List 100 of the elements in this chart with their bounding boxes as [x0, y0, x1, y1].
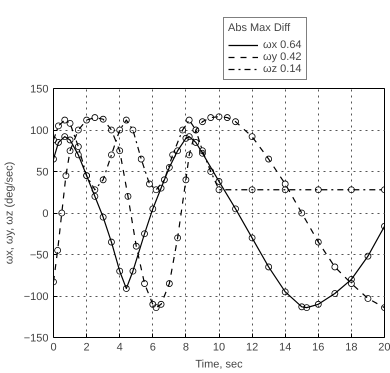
point [91, 114, 98, 121]
point [182, 134, 190, 142]
point [182, 176, 190, 184]
y-tick-label: 50 [36, 166, 49, 178]
point [61, 116, 68, 124]
point [216, 186, 222, 194]
point [174, 147, 182, 154]
point [74, 143, 82, 150]
point [199, 147, 206, 154]
point [160, 176, 168, 184]
point [55, 122, 62, 130]
point [108, 152, 115, 158]
point [192, 139, 200, 146]
point [166, 164, 173, 171]
point [158, 184, 164, 192]
point [124, 193, 132, 200]
point [152, 304, 160, 312]
point [130, 268, 136, 274]
point [152, 186, 160, 194]
legend-label: ωz 0.14 [263, 63, 302, 75]
point [265, 264, 272, 270]
point [108, 238, 115, 246]
y-tick-label: 150 [30, 84, 49, 96]
point [186, 152, 193, 158]
point [232, 205, 239, 212]
point [174, 234, 182, 242]
point [248, 133, 256, 140]
point [55, 139, 62, 146]
point [141, 280, 148, 287]
point [216, 178, 222, 185]
point [282, 288, 289, 296]
point [314, 186, 322, 194]
x-axis-title: Time, sec [195, 358, 244, 370]
point [66, 120, 74, 127]
point [130, 126, 136, 134]
point [100, 116, 107, 123]
point [58, 210, 66, 216]
x-tick-label: 16 [312, 342, 324, 354]
point [298, 210, 306, 216]
point [186, 116, 193, 124]
point [74, 152, 82, 158]
point [100, 214, 107, 221]
point [282, 186, 289, 194]
point [348, 280, 355, 287]
point [314, 238, 322, 246]
point [108, 126, 115, 134]
point [298, 303, 306, 310]
point [169, 152, 176, 158]
point [265, 156, 272, 162]
point [199, 118, 206, 126]
point [146, 180, 153, 188]
point [364, 252, 372, 260]
point [149, 300, 156, 308]
point [232, 118, 239, 126]
x-tick-label: 18 [345, 342, 358, 354]
point [303, 304, 310, 312]
point [66, 147, 74, 154]
point [62, 172, 70, 180]
point [179, 126, 186, 134]
point [248, 186, 256, 194]
point [216, 113, 222, 120]
point [166, 280, 173, 287]
point [348, 186, 355, 194]
point [61, 133, 68, 140]
point [199, 150, 206, 157]
y-tick-label: −100 [24, 291, 49, 303]
point [54, 246, 62, 254]
point [331, 264, 338, 270]
point [116, 268, 124, 274]
point [207, 114, 214, 121]
x-tick-label: 12 [246, 342, 258, 354]
point [122, 285, 130, 292]
x-tick-label: 4 [116, 342, 123, 354]
point [116, 147, 124, 154]
point [74, 126, 82, 134]
y-axis-title: ωx, ωy, ωz (deg/sec) [4, 162, 16, 264]
legend-label: ωx 0.64 [263, 39, 302, 51]
y-tick-label: 100 [30, 125, 49, 137]
point [91, 186, 98, 194]
x-tick-label: 2 [84, 342, 90, 354]
point [122, 116, 130, 124]
y-tick-label: −150 [24, 332, 49, 344]
point [141, 230, 148, 238]
point [207, 168, 214, 175]
point [100, 176, 107, 184]
point [282, 180, 289, 188]
y-tick-label: −50 [30, 250, 49, 262]
legend-label: ωy 0.42 [263, 51, 302, 63]
y-tick-label: 0 [42, 208, 49, 220]
x-tick-label: 14 [279, 342, 292, 354]
point [224, 114, 231, 121]
legend-title: Abs Max Diff [228, 22, 292, 34]
point [66, 136, 74, 144]
point [116, 126, 124, 134]
point [132, 242, 140, 250]
point [348, 276, 355, 283]
point [186, 133, 193, 140]
point [149, 205, 156, 212]
point [91, 193, 98, 200]
point [138, 156, 145, 162]
